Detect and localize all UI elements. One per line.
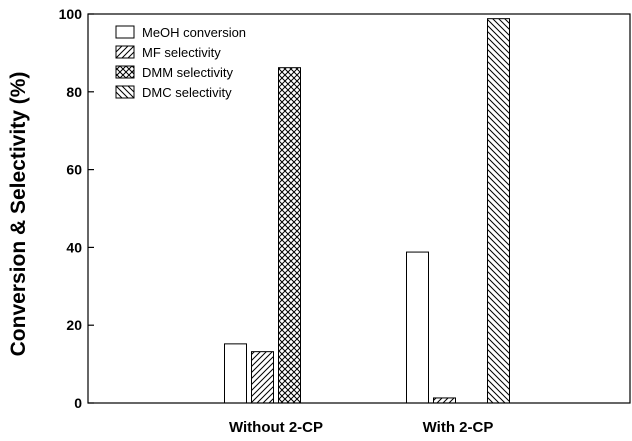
legend-swatch [115, 65, 135, 79]
plot-area-frame [87, 13, 631, 404]
legend-swatch [115, 45, 135, 59]
legend-swatch [115, 85, 135, 99]
bar-dmm-selectivity-0 [278, 67, 301, 404]
legend: MeOH conversion MF selectivity DMM selecti… [115, 25, 246, 100]
x-category-label: With 2-CP [423, 419, 494, 436]
y-tick-label: 20 [66, 317, 82, 333]
y-tick-label: 80 [66, 84, 82, 100]
bar-mf-selectivity-0 [251, 351, 274, 404]
legend-swatch [115, 25, 135, 39]
bar-mf-selectivity-1 [433, 397, 456, 404]
y-tick-label: 60 [66, 162, 82, 178]
bar-meoh-conversion-0 [224, 343, 247, 404]
legend-label: DMM selectivity [142, 65, 234, 80]
y-axis-ticks: 0 20 40 60 80 100 [59, 6, 94, 411]
y-tick-label: 40 [66, 239, 82, 255]
bars-layer [224, 18, 510, 404]
legend-label: MF selectivity [142, 45, 221, 60]
y-tick-label: 100 [59, 6, 83, 22]
bar-meoh-conversion-1 [406, 251, 429, 404]
y-tick-label: 0 [74, 395, 82, 411]
x-axis-category-labels: Without 2-CP With 2-CP [229, 419, 493, 436]
legend-label: MeOH conversion [142, 25, 246, 40]
x-category-label: Without 2-CP [229, 419, 323, 436]
y-axis-label: Conversion & Selectivity (%) [7, 72, 30, 357]
bar-dmc-selectivity-1 [487, 18, 510, 404]
legend-label: DMC selectivity [142, 85, 232, 100]
